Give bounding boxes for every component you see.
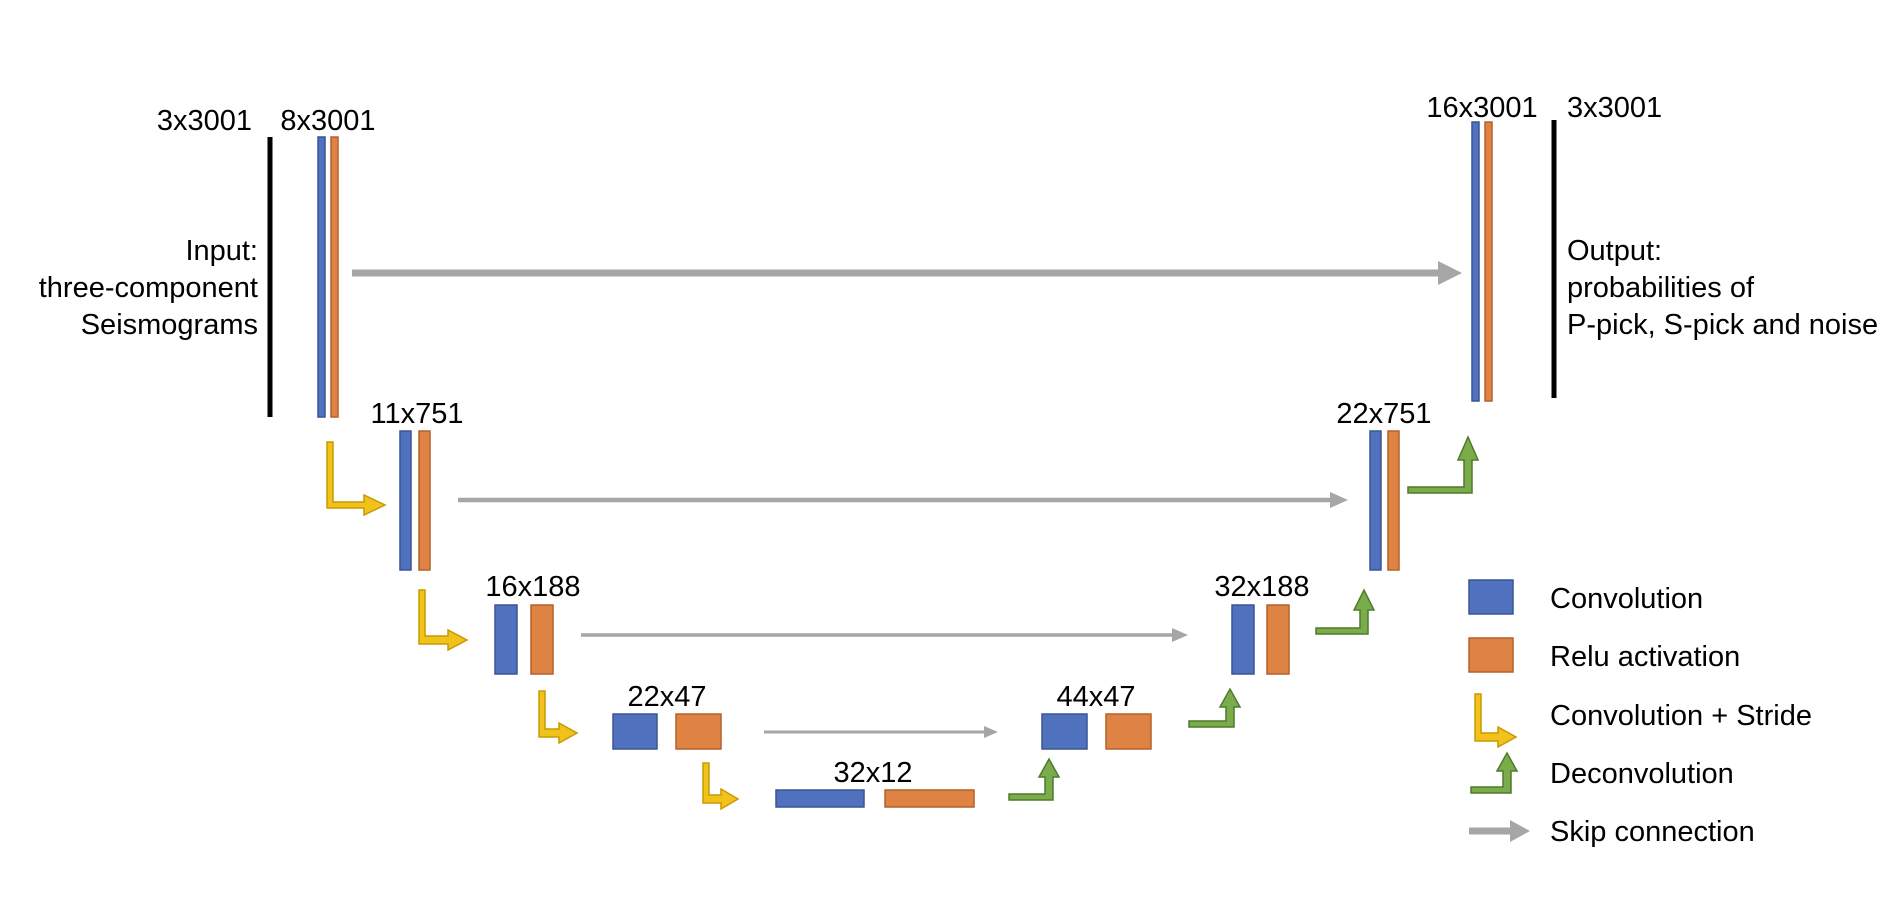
conv-block-8x3001	[317, 136, 326, 418]
relu-block-16x188	[530, 604, 554, 675]
relu-block-32x188	[1266, 604, 1290, 675]
legend-relu-swatch	[1468, 637, 1514, 673]
skip-connection-22x47-to-44x47	[764, 726, 998, 738]
skip-connection-8x3001-to-16x3001	[352, 261, 1462, 285]
layer-label-16x3001: 16x3001	[1426, 92, 1537, 124]
layer-label-22x47: 22x47	[627, 681, 706, 713]
layer-label-11x751: 11x751	[371, 398, 464, 430]
relu-block-11x751	[418, 430, 431, 571]
legend-deconv-arrow-icon	[1470, 751, 1519, 794]
stride-arrow-3	[538, 690, 579, 745]
output-shape-label: 3x3001	[1567, 92, 1662, 124]
conv-block-32x188	[1231, 604, 1255, 675]
stride-arrow-2	[418, 589, 469, 652]
stride-arrow-1	[326, 441, 387, 517]
relu-block-16x3001	[1484, 121, 1493, 402]
relu-block-32x12	[884, 789, 975, 808]
layer-label-8x3001: 8x3001	[280, 105, 375, 137]
conv-block-16x188	[494, 604, 518, 675]
relu-block-44x47	[1105, 713, 1152, 750]
layer-label-16x188: 16x188	[485, 571, 580, 603]
input-description-line-2: three-component	[39, 272, 258, 304]
relu-block-8x3001	[330, 136, 339, 418]
deconv-arrow-2	[1188, 687, 1242, 728]
legend-label-convolution: Convolution	[1550, 583, 1703, 615]
layer-label-44x47: 44x47	[1056, 681, 1135, 713]
input-description-line-3: Seismograms	[81, 309, 258, 341]
output-description-line-3: P-pick, S-pick and noise	[1567, 309, 1878, 341]
relu-block-22x751	[1387, 430, 1400, 571]
conv-block-16x3001	[1471, 121, 1480, 402]
input-shape-label: 3x3001	[157, 105, 252, 137]
conv-block-22x47	[612, 713, 658, 750]
conv-block-32x12	[775, 789, 865, 808]
legend-label-relu: Relu activation	[1550, 641, 1740, 673]
legend-label-skip: Skip connection	[1550, 816, 1755, 848]
conv-block-44x47	[1041, 713, 1088, 750]
legend-stride-arrow-icon	[1474, 693, 1518, 749]
layer-label-32x12: 32x12	[833, 757, 912, 789]
deconv-arrow-4	[1407, 435, 1480, 494]
conv-block-22x751	[1369, 430, 1382, 571]
legend-label-deconvolution: Deconvolution	[1550, 758, 1734, 790]
relu-block-22x47	[675, 713, 722, 750]
legend: Convolution Relu activation Convolution …	[1468, 579, 1812, 848]
conv-block-11x751	[399, 430, 412, 571]
legend-skip-arrow-head	[1510, 820, 1530, 842]
deconv-arrow-3	[1315, 588, 1376, 635]
stride-arrow-4	[702, 762, 740, 811]
skip-connection-11x751-to-22x751	[458, 492, 1348, 508]
legend-label-conv-stride: Convolution + Stride	[1550, 700, 1812, 732]
output-description-line-2: probabilities of	[1567, 272, 1755, 304]
deconv-arrow-1	[1008, 757, 1061, 801]
input-description-line-1: Input:	[185, 235, 258, 267]
layer-label-32x188: 32x188	[1214, 571, 1309, 603]
legend-conv-swatch	[1468, 579, 1514, 615]
layer-label-22x751: 22x751	[1336, 398, 1431, 430]
skip-connection-16x188-to-32x188	[581, 628, 1188, 642]
output-description-line-1: Output:	[1567, 235, 1662, 267]
